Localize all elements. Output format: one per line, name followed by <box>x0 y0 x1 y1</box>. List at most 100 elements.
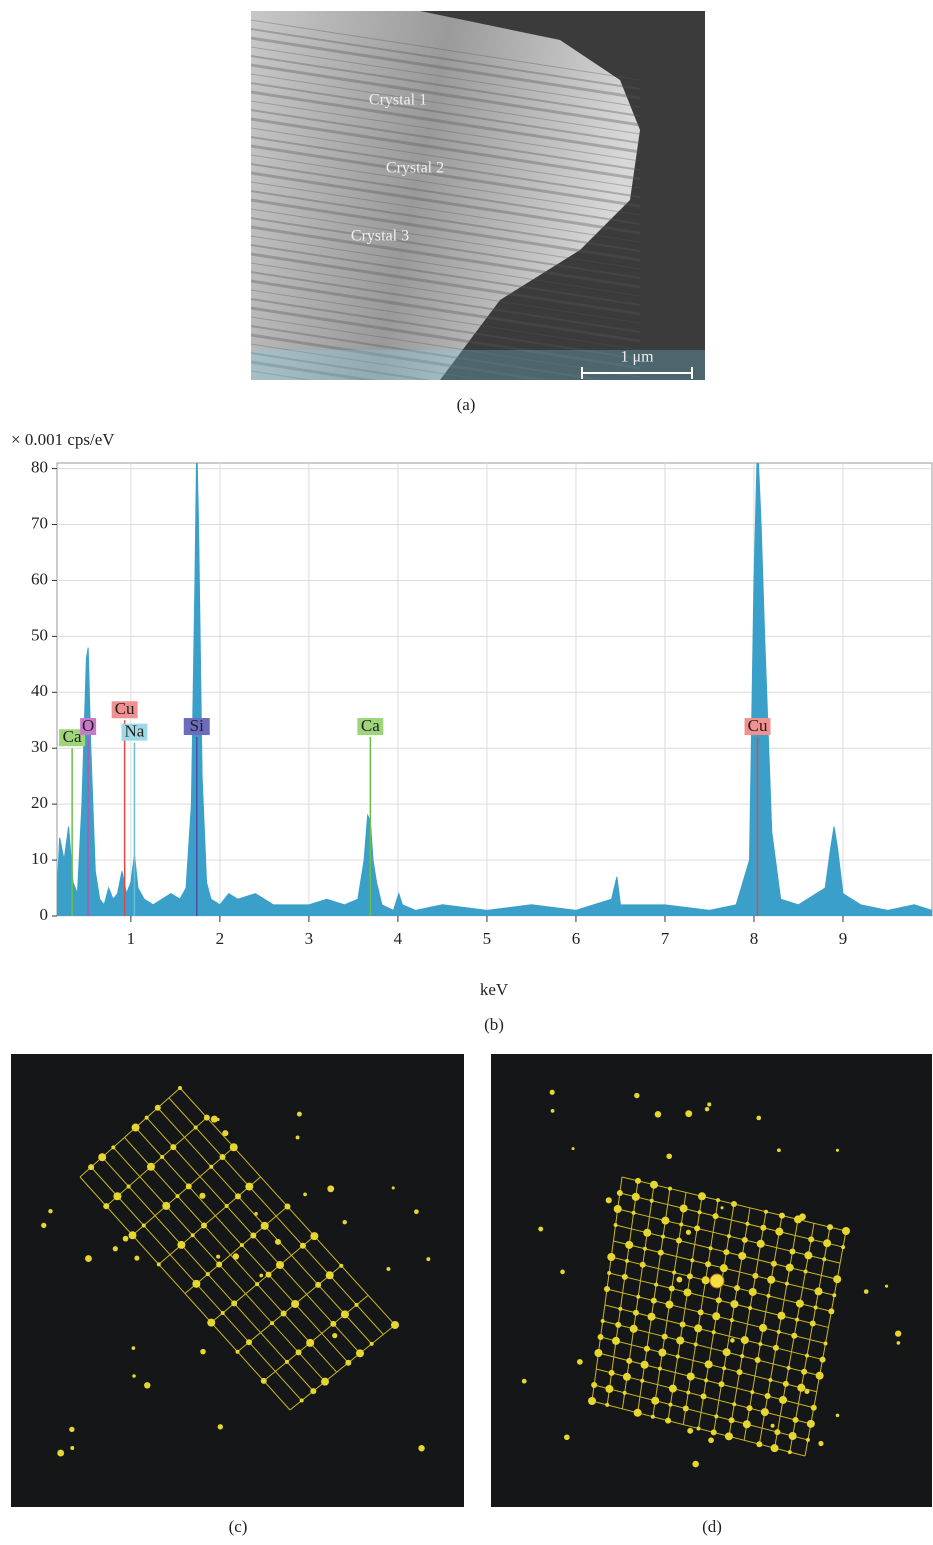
diffraction-spot <box>806 1438 810 1442</box>
diffraction-spot <box>643 1247 647 1251</box>
diffraction-spot <box>88 1164 94 1170</box>
panel-label: (d) <box>702 1517 722 1536</box>
diffraction-spot <box>705 1360 713 1368</box>
diffraction-spot <box>687 1428 693 1434</box>
diffraction-spot <box>69 1427 74 1432</box>
y-tick-label: 0 <box>40 905 49 924</box>
diffraction-spot <box>807 1420 815 1428</box>
diffraction-spot <box>787 1366 791 1370</box>
diffraction-spot <box>789 1249 795 1255</box>
diffraction-spot <box>560 1270 565 1275</box>
diffraction-spot <box>704 1378 708 1382</box>
diffraction-spot <box>134 1256 139 1261</box>
diffraction-spot <box>339 1264 343 1268</box>
y-tick-label: 50 <box>31 625 48 644</box>
diffraction-spot <box>615 1322 621 1328</box>
diffraction-spot <box>718 1381 724 1387</box>
diffraction-spot <box>738 1252 746 1260</box>
diffraction-spot <box>206 1272 210 1276</box>
diffraction-spot <box>297 1112 302 1117</box>
annotation: Crystal 2 <box>386 160 444 177</box>
diffraction-spot <box>577 1359 583 1365</box>
diffraction-spot <box>737 1369 743 1375</box>
diffraction-spot <box>676 1237 682 1243</box>
diffraction-spot <box>655 1111 662 1118</box>
diffraction-spot <box>132 1346 136 1350</box>
diffraction-spot <box>222 1130 228 1136</box>
diffraction-spot <box>755 1357 761 1363</box>
diffraction-spot <box>261 1378 267 1384</box>
diffraction-spot <box>162 1202 170 1210</box>
diffraction-spot <box>601 1319 605 1323</box>
diffraction-spot <box>651 1397 659 1405</box>
x-tick-label: 5 <box>483 929 492 948</box>
diffraction-spot <box>147 1163 155 1171</box>
diffraction-spot <box>310 1232 318 1240</box>
diffraction-spot <box>211 1116 218 1123</box>
x-tick-label: 1 <box>127 929 136 948</box>
diffraction-spot <box>759 1324 767 1332</box>
figure: Crystal 1 Crystal 2 Crystal 3 1 μm (a) ×… <box>0 0 933 1545</box>
diffraction-spot <box>266 1272 272 1278</box>
element-label: Na <box>125 722 145 741</box>
diffraction-spot <box>683 1288 691 1296</box>
y-tick-label: 30 <box>31 737 48 756</box>
diffraction-spot <box>315 1282 321 1288</box>
diffraction-spot <box>426 1257 430 1261</box>
diffraction-spot <box>57 1450 64 1457</box>
diffraction-spot <box>698 1210 702 1214</box>
diffraction-spot <box>722 1366 726 1370</box>
diffraction-spot <box>658 1349 666 1357</box>
diffraction-spot <box>614 1205 622 1213</box>
diffraction-spot <box>725 1432 733 1440</box>
diffraction-spot <box>296 1349 302 1355</box>
diffraction-spot <box>240 1243 244 1247</box>
diffraction-spot <box>270 1321 274 1325</box>
diffraction-spot <box>250 1233 256 1239</box>
diffraction-spot <box>836 1414 840 1418</box>
diffraction-spot <box>716 1198 720 1202</box>
diffraction-spot <box>716 1297 722 1303</box>
diffraction-spot <box>194 1125 198 1129</box>
diffraction-spot <box>632 1193 640 1201</box>
diffraction-spot <box>633 1310 639 1316</box>
element-label: Cu <box>748 716 768 735</box>
diffraction-spot <box>822 1257 826 1261</box>
diffraction-spot <box>668 1187 672 1191</box>
diffraction-spot <box>155 1105 161 1111</box>
diffraction-spot <box>144 1382 150 1388</box>
diffraction-spot <box>355 1303 359 1307</box>
diffraction-spot <box>321 1378 329 1386</box>
diffraction-spot <box>303 1193 307 1197</box>
diffraction-spot <box>218 1424 223 1429</box>
element-label: Ca <box>63 727 82 746</box>
diffraction-spot <box>246 1339 252 1345</box>
annotation: Crystal 1 <box>369 92 427 109</box>
diffraction-spot <box>789 1432 797 1440</box>
diffraction-spot <box>721 1206 724 1209</box>
diffraction-spot <box>300 1399 304 1403</box>
diffraction-spot <box>833 1275 841 1283</box>
diffraction-spot <box>261 1222 269 1230</box>
diffraction-spot <box>750 1390 754 1394</box>
diffraction-spot <box>330 1321 336 1327</box>
diffraction-spot <box>730 1338 735 1343</box>
diffraction-spot <box>230 1143 238 1151</box>
element-label: Cu <box>115 699 135 718</box>
diffraction-spot <box>572 1147 575 1150</box>
diffraction-spot <box>644 1346 650 1352</box>
x-tick-label: 4 <box>394 929 403 948</box>
diffraction-spot <box>414 1209 419 1214</box>
diffraction-spot <box>176 1194 180 1198</box>
diffraction-spot <box>201 1222 207 1228</box>
diffraction-spot <box>651 1298 657 1304</box>
y-tick-label: 20 <box>31 793 48 812</box>
diffraction-spot <box>233 1253 239 1259</box>
diffraction-spot <box>732 1402 736 1406</box>
diffraction-spot <box>666 1153 672 1159</box>
diffraction-spot <box>687 1372 695 1380</box>
x-tick-label: 3 <box>305 929 314 948</box>
diffraction-spot <box>386 1267 390 1271</box>
x-tick-label: 7 <box>661 929 670 948</box>
